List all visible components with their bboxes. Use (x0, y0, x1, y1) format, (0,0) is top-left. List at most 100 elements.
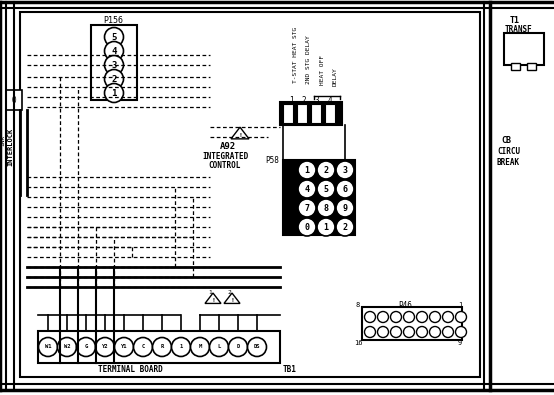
Bar (283, 104, 293, 123)
Text: T1: T1 (510, 15, 520, 24)
Circle shape (336, 161, 354, 179)
Circle shape (377, 327, 388, 337)
Text: 1: 1 (111, 88, 117, 98)
Text: Y1: Y1 (121, 344, 127, 350)
Circle shape (377, 312, 388, 322)
Circle shape (298, 180, 316, 198)
Text: 5: 5 (111, 32, 117, 41)
Circle shape (443, 312, 454, 322)
Text: INTERLOCK: INTERLOCK (7, 128, 13, 166)
Text: INR: INR (1, 134, 6, 146)
Text: 1: 1 (208, 290, 212, 295)
Text: A92: A92 (220, 141, 236, 150)
Text: TB1: TB1 (283, 365, 297, 374)
Circle shape (248, 337, 266, 357)
Text: O: O (12, 96, 16, 105)
Text: 1: 1 (179, 344, 183, 350)
Bar (325, 104, 335, 123)
Text: !: ! (238, 133, 242, 138)
Circle shape (76, 337, 95, 357)
Circle shape (95, 337, 115, 357)
Circle shape (317, 161, 335, 179)
Circle shape (429, 327, 440, 337)
Circle shape (134, 337, 152, 357)
Bar (283, 160, 355, 235)
Circle shape (336, 218, 354, 236)
Circle shape (391, 312, 402, 322)
Circle shape (105, 41, 124, 60)
Text: 1: 1 (305, 166, 310, 175)
Bar (527, 63, 536, 70)
Text: 4: 4 (111, 47, 117, 56)
Text: D: D (237, 344, 240, 350)
Text: 0: 0 (305, 222, 310, 231)
Bar (6, 90, 22, 110)
Circle shape (191, 337, 209, 357)
Circle shape (105, 28, 124, 47)
Text: 1: 1 (289, 96, 293, 105)
Circle shape (403, 327, 414, 337)
Text: 1: 1 (324, 222, 329, 231)
Text: 1: 1 (458, 302, 462, 308)
Text: P156: P156 (103, 15, 123, 24)
Bar (504, 33, 544, 65)
Text: 4: 4 (305, 184, 310, 194)
Circle shape (443, 327, 454, 337)
Text: CIRCU: CIRCU (497, 147, 520, 156)
Circle shape (317, 199, 335, 217)
Circle shape (115, 337, 134, 357)
Circle shape (152, 337, 172, 357)
Circle shape (317, 218, 335, 236)
Text: 16: 16 (354, 340, 362, 346)
Text: 5: 5 (324, 184, 329, 194)
Text: 2ND STG DELAY: 2ND STG DELAY (305, 36, 310, 85)
Text: 9: 9 (342, 203, 347, 213)
Circle shape (417, 312, 428, 322)
Bar (311, 104, 321, 123)
Text: L: L (217, 344, 220, 350)
Circle shape (455, 327, 466, 337)
Text: TERMINAL BOARD: TERMINAL BOARD (98, 365, 162, 374)
Circle shape (417, 327, 428, 337)
Circle shape (336, 199, 354, 217)
Circle shape (365, 312, 376, 322)
Text: Y2: Y2 (102, 344, 108, 350)
Text: 3: 3 (342, 166, 347, 175)
Bar (91, 25, 137, 100)
Text: M: M (198, 344, 202, 350)
Text: 3: 3 (315, 96, 319, 105)
Text: CONTROL: CONTROL (209, 160, 241, 169)
Circle shape (336, 180, 354, 198)
Text: CB: CB (501, 135, 511, 145)
Text: DS: DS (254, 344, 260, 350)
Circle shape (455, 312, 466, 322)
Text: 3: 3 (111, 60, 117, 70)
Circle shape (298, 161, 316, 179)
Text: W2: W2 (64, 344, 70, 350)
Text: !: ! (230, 298, 234, 303)
Circle shape (209, 337, 228, 357)
Bar (511, 63, 520, 70)
Text: G: G (84, 344, 88, 350)
Circle shape (298, 199, 316, 217)
Text: 8: 8 (324, 203, 329, 213)
Text: P46: P46 (398, 301, 412, 310)
Circle shape (429, 312, 440, 322)
Text: 4: 4 (327, 96, 332, 105)
Text: 2: 2 (111, 75, 117, 83)
Circle shape (317, 180, 335, 198)
Bar (297, 104, 307, 123)
Text: 2: 2 (324, 166, 329, 175)
Text: 2: 2 (302, 96, 306, 105)
Bar (20, 12, 480, 377)
Text: 6: 6 (342, 184, 347, 194)
Circle shape (58, 337, 76, 357)
Text: R: R (160, 344, 163, 350)
Text: DELAY: DELAY (332, 68, 337, 87)
Circle shape (172, 337, 191, 357)
Bar (280, 102, 342, 125)
Text: 7: 7 (305, 203, 310, 213)
Text: T-STAT HEAT STG: T-STAT HEAT STG (293, 27, 297, 83)
Text: !: ! (211, 298, 215, 303)
Text: P58: P58 (265, 156, 279, 164)
